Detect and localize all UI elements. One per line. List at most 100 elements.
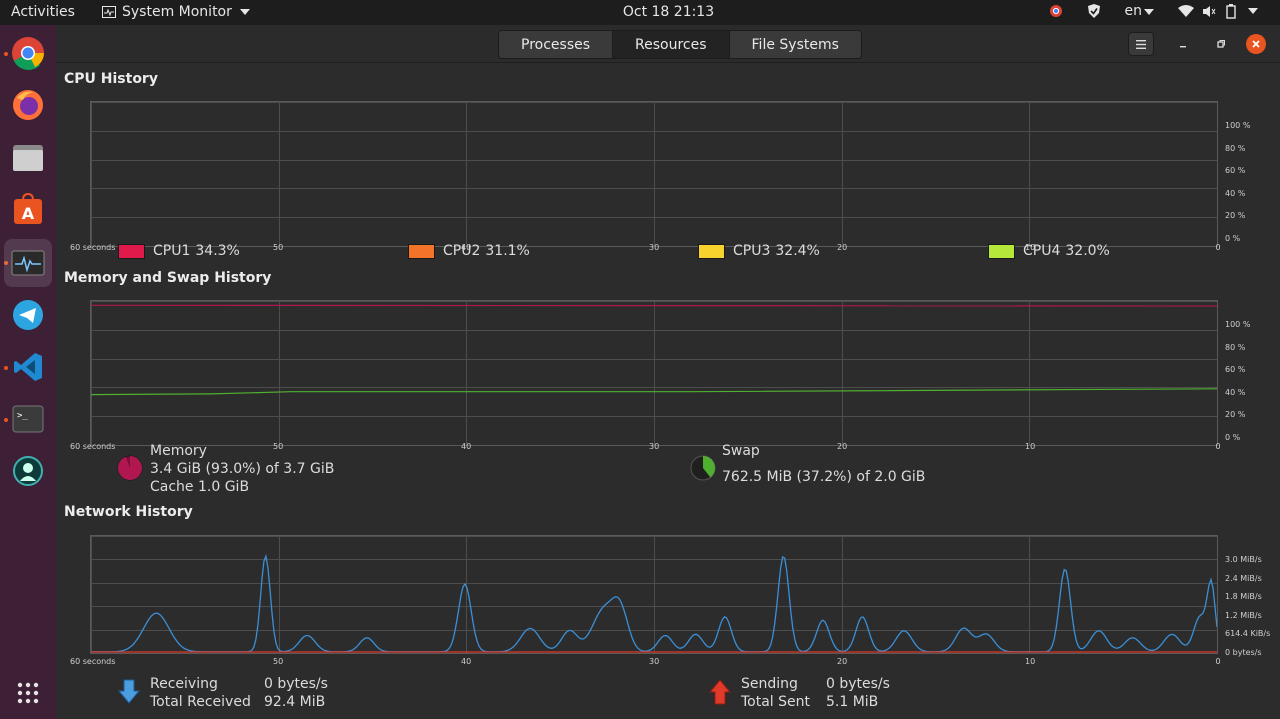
top-bar: Activities System Monitor Oct 18 21:13 e… — [0, 0, 1280, 25]
cpu4-color-swatch[interactable] — [988, 243, 1015, 259]
cpu2-legend[interactable]: CPU2 31.1% — [408, 243, 530, 259]
y-tick-label: 40 % — [1225, 188, 1246, 198]
network-graph-canvas — [91, 536, 1218, 654]
app-icon — [13, 456, 43, 486]
software-icon: A — [14, 193, 42, 224]
status-menu[interactable] — [1178, 3, 1258, 19]
cpu4-value: 32.0% — [1065, 243, 1110, 259]
x-tick-label: 20 — [837, 243, 848, 252]
header-bar: Processes Resources File Systems — [56, 25, 1280, 63]
telegram-icon — [13, 300, 43, 330]
y-tick-label: 0 bytes/s — [1225, 648, 1262, 657]
memory-series-line — [90, 304, 1218, 307]
activities-button[interactable]: Activities — [11, 4, 75, 20]
x-tick-label: 10 — [1025, 243, 1036, 252]
cpu-graph-canvas — [91, 102, 1218, 247]
language-indicator[interactable]: en — [1125, 3, 1154, 19]
x-tick-label: 20 — [837, 657, 848, 666]
terminal-icon: >_ — [12, 405, 44, 433]
swap-pie-icon[interactable] — [689, 454, 717, 482]
y-tick-label: 3.0 MiB/s — [1225, 555, 1262, 564]
cpu-history-graph — [90, 101, 1218, 247]
x-tick-label: 0 — [1215, 243, 1221, 252]
memory-info: Memory 3.4 GiB (93.0%) of 3.7 GiB Cache … — [150, 442, 334, 496]
x-tick-label: 10 — [1025, 442, 1036, 451]
vscode-icon — [14, 353, 42, 381]
chevron-down-icon — [239, 9, 250, 15]
clock[interactable]: Oct 18 21:13 — [622, 4, 715, 20]
y-tick-label: 100 % — [1225, 320, 1251, 329]
cpu1-color-swatch[interactable] — [118, 243, 145, 259]
dock-terminal[interactable]: >_ — [4, 395, 52, 443]
y-tick-label: 20 % — [1225, 211, 1246, 221]
y-tick-label: 60 % — [1225, 166, 1246, 176]
svg-text:>_: >_ — [17, 411, 28, 421]
menu-button[interactable] — [1128, 32, 1154, 56]
dock-firefox[interactable] — [4, 81, 52, 129]
receiving-label: Receiving — [150, 676, 218, 692]
running-indicator — [4, 261, 8, 265]
y-tick-label: 614.4 KiB/s — [1225, 629, 1271, 639]
receiving-arrow-icon — [118, 679, 140, 704]
show-apps-button[interactable] — [4, 669, 52, 717]
memory-pie-icon[interactable] — [116, 454, 144, 482]
dock-chrome[interactable] — [4, 29, 52, 77]
sending-rate: 0 bytes/s — [826, 676, 890, 692]
memory-graph-canvas — [90, 301, 1218, 446]
minimize-icon — [1180, 46, 1186, 48]
wifi-icon — [1178, 4, 1194, 17]
dock-software[interactable]: A — [4, 185, 52, 233]
x-tick-label: 30 — [649, 243, 660, 252]
maximize-button[interactable] — [1208, 32, 1234, 56]
tab-processes[interactable]: Processes — [499, 31, 614, 58]
network-history-graph — [90, 535, 1218, 654]
total-sent-label: Total Sent — [741, 694, 811, 710]
system-monitor-window: Processes Resources File Systems CPU His… — [56, 25, 1280, 719]
dock-files[interactable] — [4, 133, 52, 181]
tab-file-systems[interactable]: File Systems — [729, 31, 861, 58]
running-indicator — [4, 52, 8, 56]
chrome-tray-icon[interactable] — [1049, 4, 1063, 18]
swap-info: Swap 762.5 MiB (37.2%) of 2.0 GiB — [722, 442, 925, 486]
swap-series-line — [90, 388, 1218, 396]
minimize-button[interactable] — [1170, 32, 1196, 56]
swap-usage: 762.5 MiB (37.2%) of 2.0 GiB — [722, 469, 926, 485]
close-button[interactable] — [1246, 34, 1266, 54]
x-tick-label: 50 — [273, 657, 284, 666]
y-tick-label: 20 % — [1225, 410, 1246, 420]
y-tick-label: 1.2 MiB/s — [1225, 610, 1262, 620]
cpu3-color-swatch[interactable] — [698, 243, 725, 259]
total-received-label: Total Received — [150, 694, 251, 710]
tab-resources[interactable]: Resources — [613, 31, 730, 58]
app-menu[interactable]: System Monitor — [102, 4, 250, 20]
chevron-down-icon — [1144, 9, 1154, 15]
cpu3-value: 32.4% — [775, 243, 820, 259]
memory-label: Memory — [150, 443, 207, 459]
dock-telegram[interactable] — [4, 291, 52, 339]
dock-app[interactable] — [4, 447, 52, 495]
x-tick-label: 40 — [461, 243, 472, 252]
close-icon — [1252, 40, 1260, 48]
x-tick-label: 60 seconds — [70, 657, 116, 666]
restore-icon — [1217, 40, 1225, 48]
running-indicator — [4, 418, 8, 422]
cpu4-label: CPU4 — [1023, 243, 1061, 259]
system-monitor-icon — [11, 250, 45, 276]
cpu2-color-swatch[interactable] — [408, 243, 435, 259]
memory-cache: Cache 1.0 GiB — [150, 479, 250, 495]
cpu4-legend[interactable]: CPU4 32.0% — [988, 243, 1110, 259]
network-section-title: Network History — [64, 504, 193, 520]
shield-icon[interactable] — [1087, 3, 1101, 19]
cpu-section-title: CPU History — [64, 71, 158, 87]
cpu1-legend[interactable]: CPU1 34.3% — [118, 243, 240, 259]
x-tick-label: 50 — [273, 243, 284, 252]
files-icon — [13, 145, 43, 171]
dock-system-monitor[interactable] — [4, 239, 52, 287]
y-tick-label: 80 % — [1225, 143, 1246, 153]
cpu3-legend[interactable]: CPU3 32.4% — [698, 243, 820, 259]
y-tick-label: 2.4 MiB/s — [1225, 573, 1262, 583]
sending-arrow-icon — [708, 679, 732, 705]
receiving-info: Receiving Total Received — [150, 675, 251, 711]
dock-vscode[interactable] — [4, 343, 52, 391]
view-switcher: Processes Resources File Systems — [498, 30, 862, 59]
